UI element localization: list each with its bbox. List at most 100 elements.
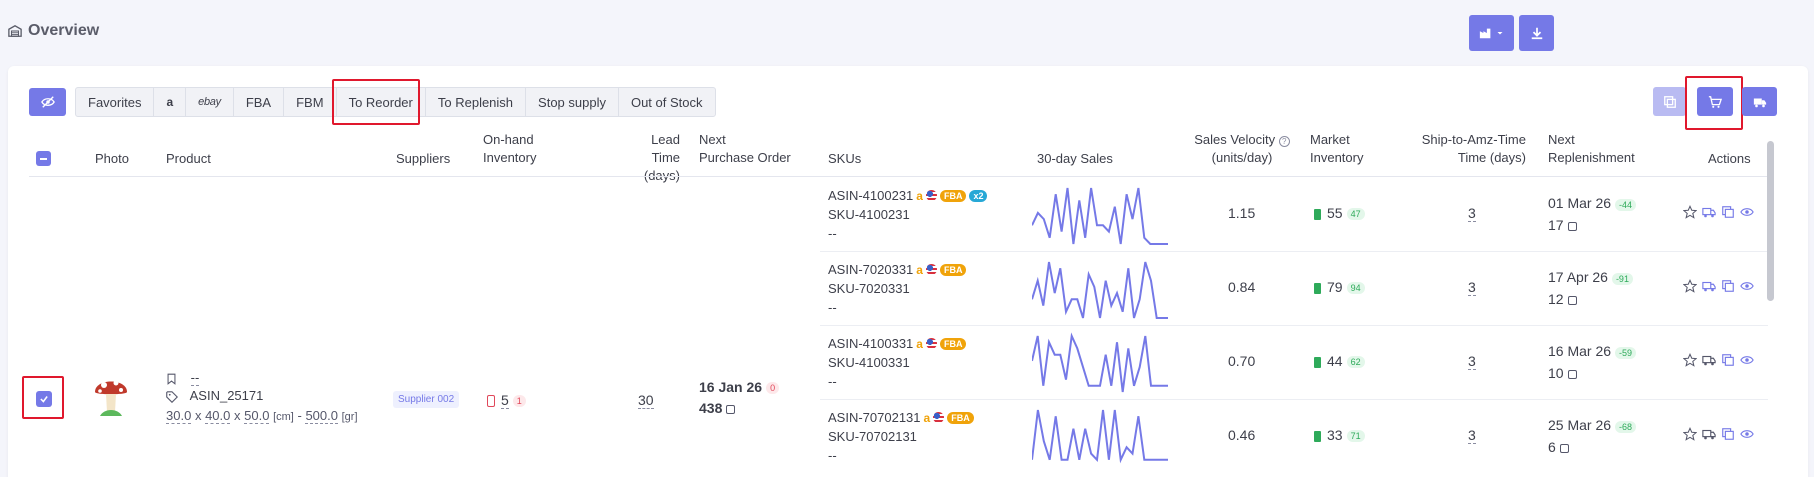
col-lead-line2: Time (days): [643, 150, 680, 183]
replenishment-date[interactable]: 25 Mar 26 -68: [1548, 417, 1637, 433]
sku-asin-line[interactable]: ASIN-4100331 a FBA: [828, 334, 967, 353]
col-30day-sales[interactable]: 30-day Sales: [1037, 151, 1113, 166]
product-bookmark[interactable]: --: [166, 370, 200, 386]
market-badge: 47: [1346, 208, 1365, 221]
sparkline-series: [1032, 187, 1168, 245]
copy-icon[interactable]: [1721, 427, 1735, 441]
download-button[interactable]: [1519, 15, 1554, 51]
col-actions: Actions: [1708, 151, 1751, 166]
market-inventory-value[interactable]: 79 94: [1314, 279, 1365, 295]
sku-row-divider: [820, 399, 1768, 400]
ship-time-value[interactable]: 3: [1468, 279, 1476, 296]
col-ship-time[interactable]: Ship-to-Amz-Time Time (days): [1416, 131, 1526, 167]
col-lead-time[interactable]: Lead Time (days): [614, 131, 680, 185]
copy-icon[interactable]: [1721, 205, 1735, 219]
vertical-scrollbar[interactable]: [1767, 141, 1774, 301]
col-lead-line1: Lead: [651, 132, 680, 147]
asin-text: ASIN_25171: [189, 388, 264, 403]
star-icon[interactable]: [1683, 205, 1697, 219]
market-inventory-value[interactable]: 55 47: [1314, 205, 1365, 221]
filter-tabs: Favorites a ebay FBA FBM To Reorder To R…: [75, 87, 716, 117]
copy-icon[interactable]: [1721, 353, 1735, 367]
tab-fbm[interactable]: FBM: [284, 88, 337, 116]
col-market-line1: Market: [1310, 132, 1350, 147]
col-market-inventory[interactable]: Market Inventory: [1310, 131, 1363, 167]
replen-date-text: 17 Apr 26: [1548, 269, 1608, 285]
copy-icon[interactable]: [1721, 279, 1735, 293]
sku-code: SKU-70702131: [828, 429, 917, 444]
tab-stop-supply[interactable]: Stop supply: [526, 88, 619, 116]
replenish-truck-button[interactable]: [1742, 87, 1777, 116]
tab-favorites[interactable]: Favorites: [76, 88, 155, 116]
product-asin[interactable]: ASIN_25171: [166, 388, 263, 403]
col-replen-line1: Next: [1548, 132, 1575, 147]
col-sales-velocity[interactable]: Sales Velocity ? (units/day): [1192, 131, 1292, 167]
truck-icon[interactable]: [1702, 279, 1716, 293]
truck-icon: [1753, 98, 1766, 107]
col-next-po[interactable]: Next Purchase Order: [699, 131, 791, 167]
cart-button[interactable]: [1697, 87, 1733, 116]
replen-date-text: 25 Mar 26: [1548, 417, 1612, 433]
sku-row-divider: [820, 251, 1768, 252]
tab-ebay[interactable]: ebay: [186, 88, 234, 116]
tab-amazon[interactable]: a: [154, 88, 187, 116]
sku-asin-line[interactable]: ASIN-7020331 a FBA: [828, 260, 967, 279]
col-onhand[interactable]: On-hand Inventory: [483, 131, 536, 167]
po-date-text: 16 Jan 26: [699, 379, 763, 395]
supplier-badge[interactable]: Supplier 002: [393, 391, 460, 408]
ship-time-value[interactable]: 3: [1468, 353, 1476, 370]
eye-slash-icon: [40, 96, 55, 108]
header-divider: [29, 176, 1769, 177]
next-po-qty: 438: [699, 400, 736, 416]
ship-time-value[interactable]: 3: [1468, 427, 1476, 444]
sku-asin-line[interactable]: ASIN-70702131 a FBA: [828, 408, 974, 427]
tab-to-reorder[interactable]: To Reorder: [337, 88, 426, 116]
fba-badge: FBA: [947, 411, 974, 424]
sku-asin-line[interactable]: ASIN-4100231 a FBA x2: [828, 186, 988, 205]
select-all-checkbox[interactable]: [36, 151, 51, 166]
sku-cell: ASIN-4100331 a FBA SKU-4100331 --: [828, 334, 967, 391]
eye-icon[interactable]: [1740, 279, 1754, 293]
eye-icon[interactable]: [1740, 427, 1754, 441]
box-icon: [1567, 295, 1577, 305]
tab-out-of-stock[interactable]: Out of Stock: [630, 94, 703, 110]
next-po-date[interactable]: 16 Jan 26 0: [699, 379, 780, 395]
star-icon[interactable]: [1683, 353, 1697, 367]
amazon-icon: a: [923, 410, 931, 425]
star-icon[interactable]: [1683, 279, 1697, 293]
copy-button[interactable]: [1653, 87, 1686, 116]
product-dimensions[interactable]: 30.0 x 40.0 x 50.0 [cm] - 500.0 [gr]: [166, 408, 358, 424]
truck-icon[interactable]: [1702, 427, 1716, 441]
eye-icon[interactable]: [1740, 205, 1754, 219]
col-velocity-text: Sales Velocity: [1194, 132, 1276, 147]
dim-unit: [cm]: [273, 411, 294, 423]
product-photo[interactable]: [92, 372, 130, 424]
col-skus[interactable]: SKUs: [828, 151, 862, 166]
ship-time-value[interactable]: 3: [1468, 205, 1476, 222]
ship-time-text: 3: [1468, 279, 1476, 296]
col-suppliers[interactable]: Suppliers: [396, 151, 451, 166]
po-badge: 0: [766, 382, 780, 395]
replenishment-date[interactable]: 16 Mar 26 -59: [1548, 343, 1637, 359]
help-icon[interactable]: ?: [1278, 136, 1290, 147]
market-inventory-value[interactable]: 44 62: [1314, 353, 1365, 369]
ship-time-text: 3: [1468, 427, 1476, 444]
star-icon[interactable]: [1683, 427, 1697, 441]
warehouse-dropdown-button[interactable]: [1469, 15, 1514, 51]
truck-icon[interactable]: [1702, 205, 1716, 219]
lead-time-value[interactable]: 30: [638, 392, 654, 409]
col-product[interactable]: Product: [166, 151, 211, 166]
replenishment-date[interactable]: 17 Apr 26 -91: [1548, 269, 1633, 285]
hide-toggle-button[interactable]: [29, 88, 66, 116]
col-onhand-line2: Inventory: [483, 150, 537, 165]
truck-icon[interactable]: [1702, 353, 1716, 367]
tab-to-replenish[interactable]: To Replenish: [426, 88, 527, 116]
tab-fba[interactable]: FBA: [234, 88, 285, 116]
eye-icon[interactable]: [1740, 353, 1754, 367]
replenishment-date[interactable]: 01 Mar 26 -44: [1548, 195, 1637, 211]
row-checkbox[interactable]: [36, 391, 52, 407]
col-next-replenishment[interactable]: Next Replenishment: [1548, 131, 1635, 167]
box-icon: [1559, 443, 1569, 453]
market-inventory-value[interactable]: 33 71: [1314, 427, 1365, 443]
